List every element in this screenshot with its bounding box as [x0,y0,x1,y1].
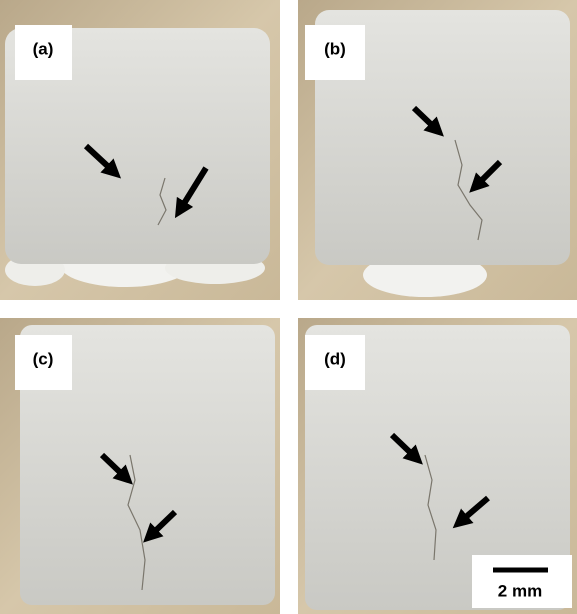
panel-label: (a) [33,39,54,58]
scale-bar-label: 2 mm [498,581,542,600]
panel-b: (b) [298,0,577,300]
figure: (a) (b) (c) (d) 2 mm [0,0,577,614]
panel-label: (d) [324,349,346,368]
panel-c: (c) [0,318,280,614]
panel-label: (b) [324,39,346,58]
panel-d: (d) 2 mm [298,318,577,614]
panel-a: (a) [0,0,280,300]
panel-label: (c) [33,349,54,368]
